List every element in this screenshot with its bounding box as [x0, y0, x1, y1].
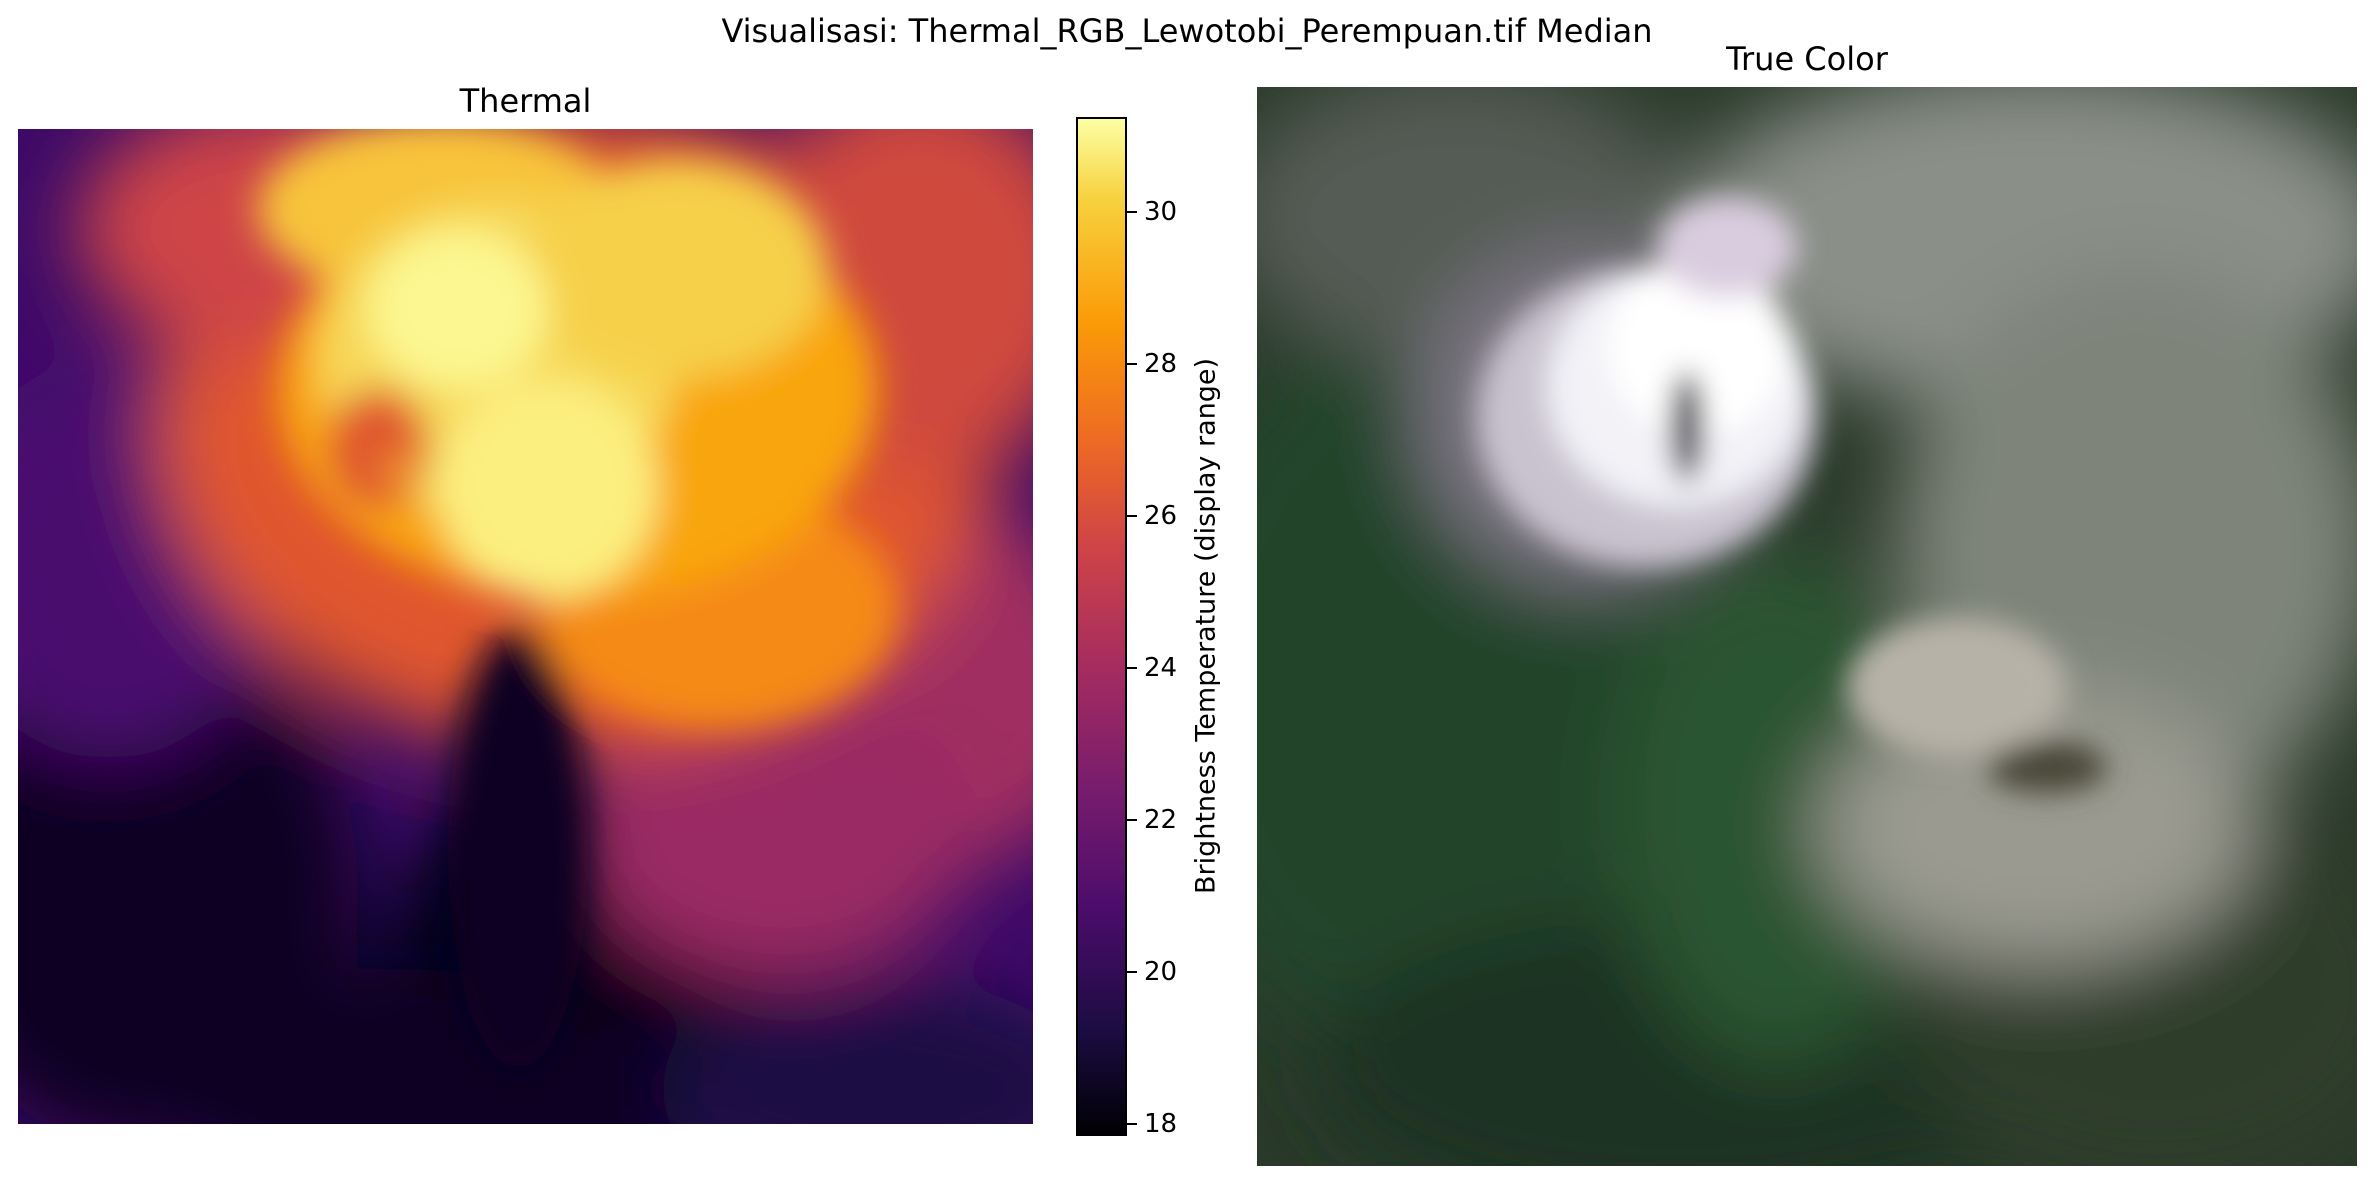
figure-title: Visualisasi: Thermal_RGB_Lewotobi_Peremp…	[721, 12, 1653, 50]
colorbar	[1076, 117, 1127, 1136]
thermal-image	[18, 129, 1033, 1124]
truecolor-panel-title: True Color	[1726, 40, 1888, 78]
colorbar-tick	[1127, 819, 1137, 821]
colorbar-tick-label: 30	[1144, 197, 1178, 227]
thermal-panel-title: Thermal	[459, 82, 592, 120]
colorbar-tick-label: 22	[1144, 805, 1178, 835]
colorbar-tick-label: 26	[1144, 501, 1178, 531]
colorbar-tick	[1127, 667, 1137, 669]
colorbar-tick	[1127, 515, 1137, 517]
colorbar-tick	[1127, 363, 1137, 365]
colorbar-tick-label: 18	[1144, 1109, 1178, 1139]
colorbar-tick-label: 24	[1144, 653, 1178, 683]
colorbar-tick-label: 20	[1144, 957, 1178, 987]
colorbar-tick	[1127, 1123, 1137, 1125]
colorbar-label: Brightness Temperature (display range)	[1190, 357, 1222, 895]
truecolor-image	[1257, 87, 2357, 1166]
colorbar-tick-label: 28	[1144, 349, 1178, 379]
colorbar-tick	[1127, 971, 1137, 973]
colorbar-tick	[1127, 211, 1137, 213]
